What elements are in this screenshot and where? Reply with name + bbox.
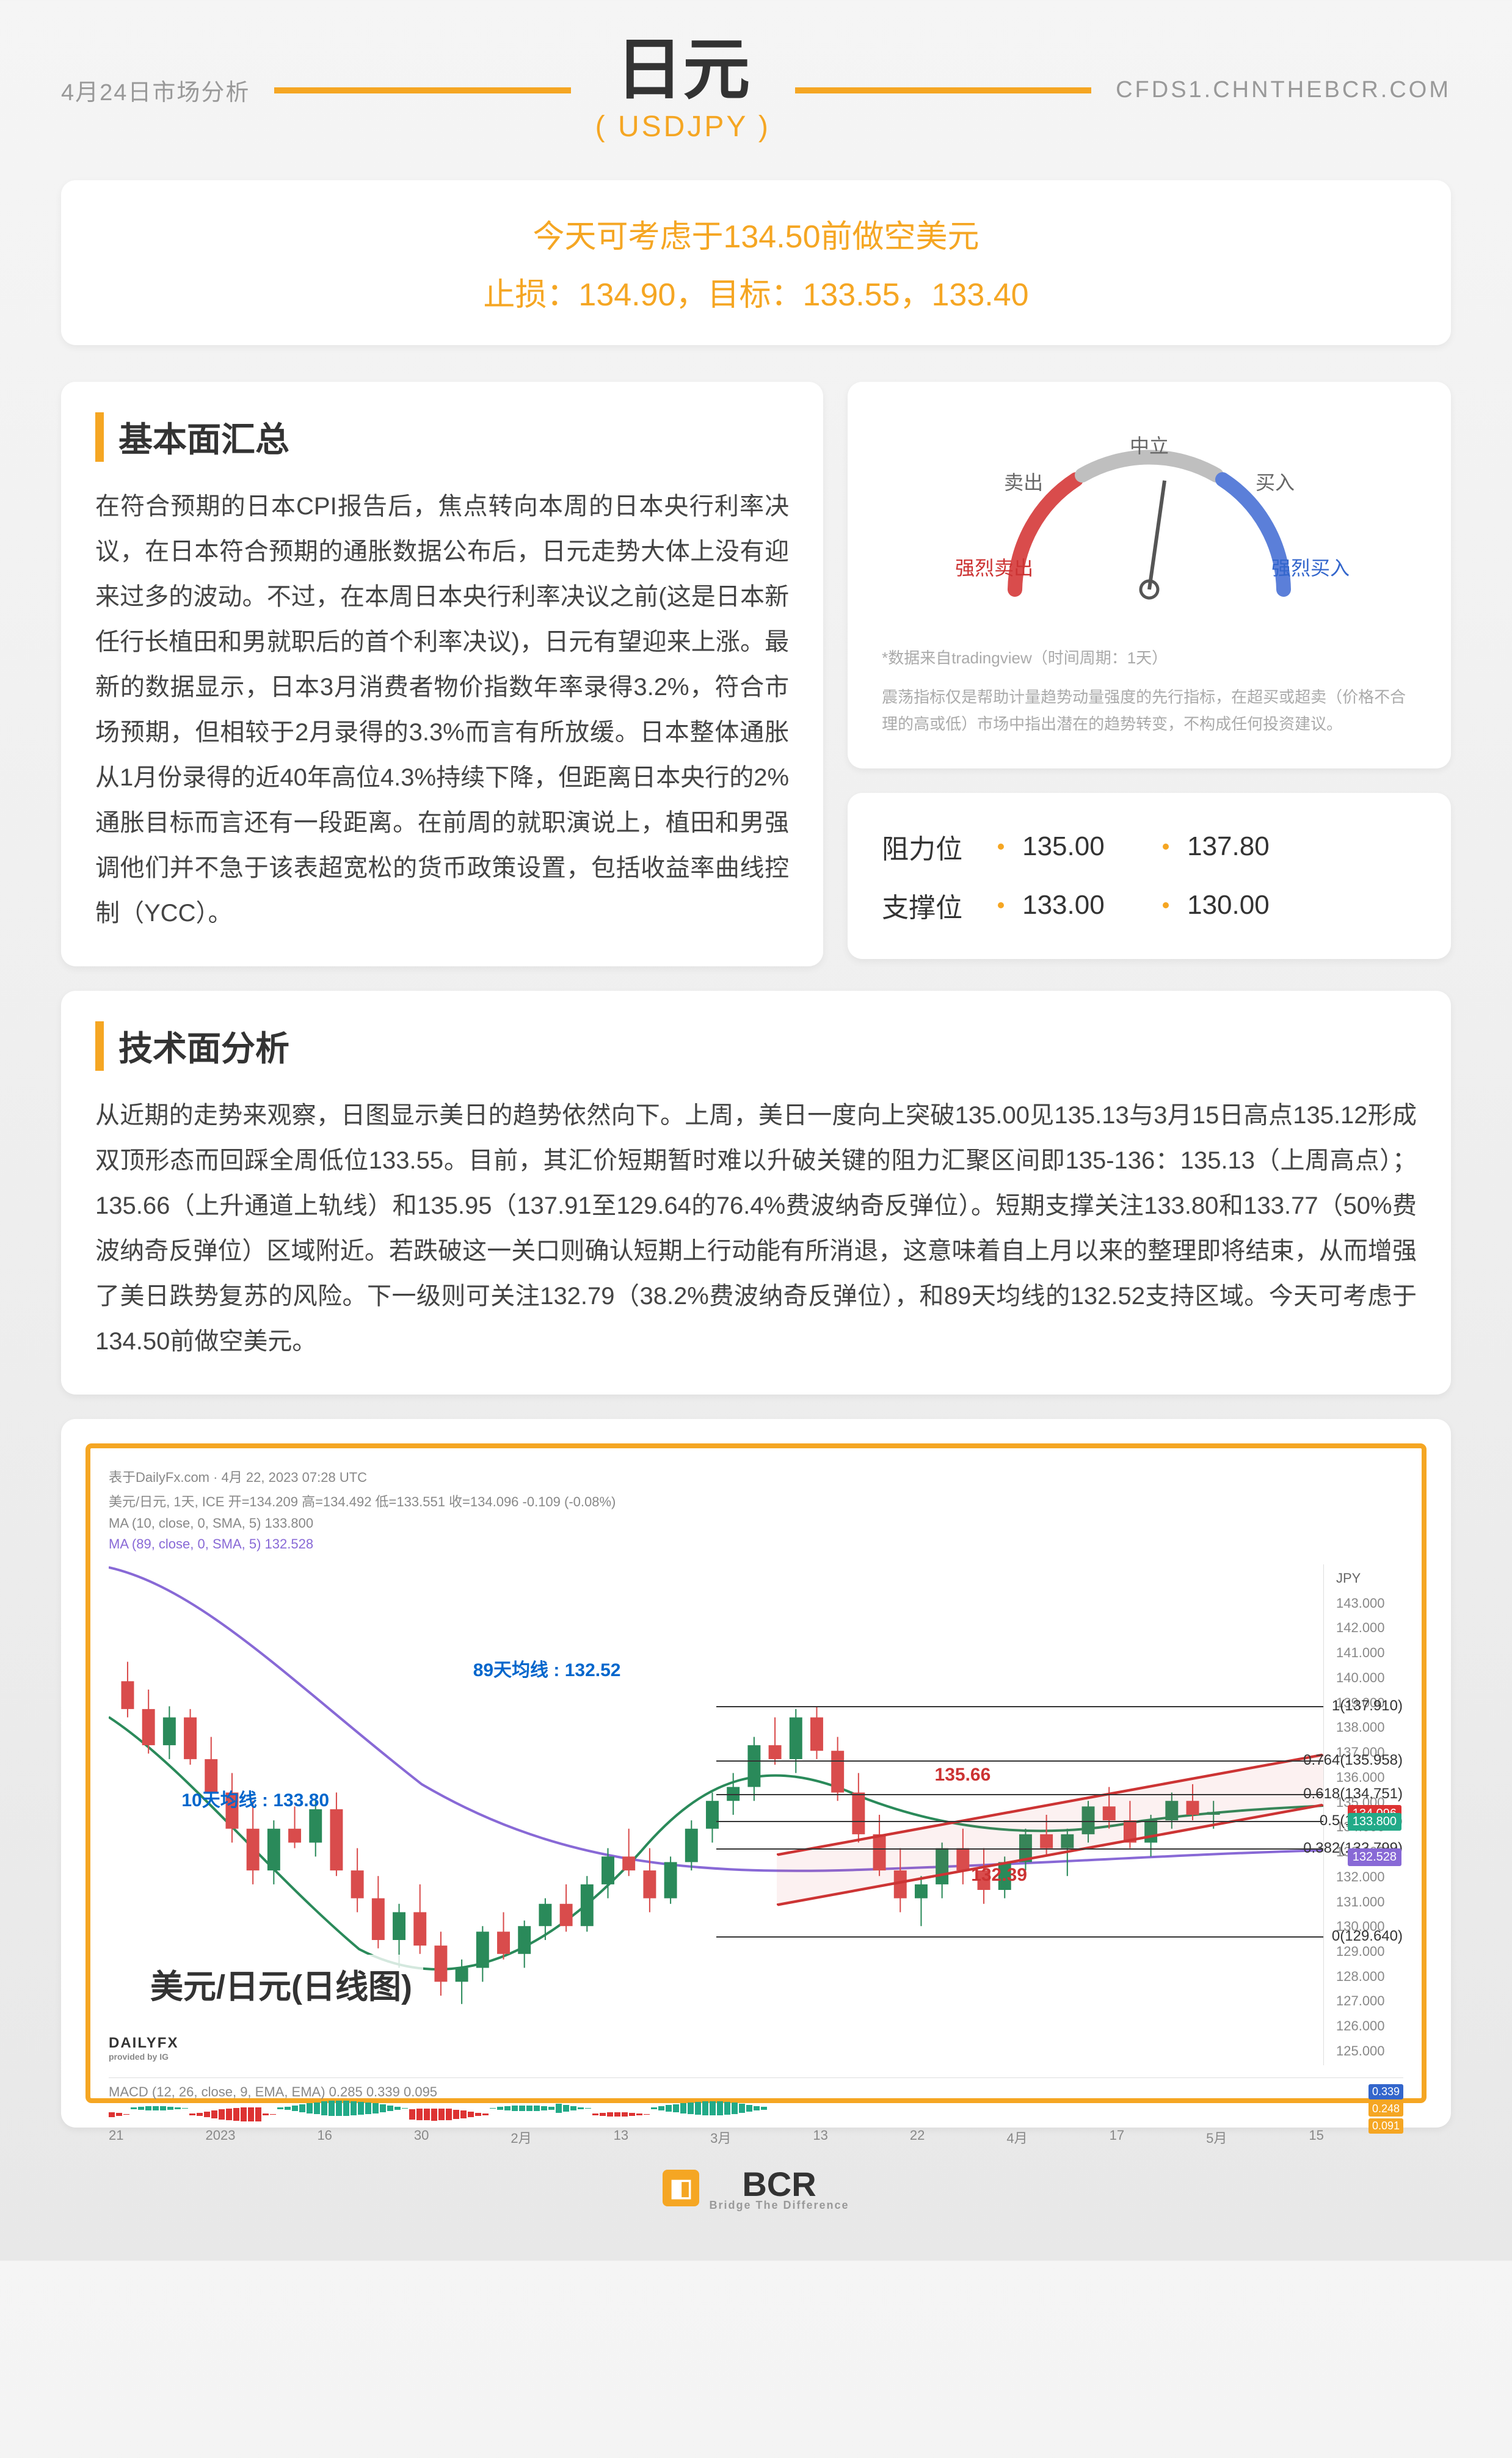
chart-card: 表于DailyFx.com · 4月 22, 2023 07:28 UTC 美元…	[61, 1419, 1451, 2128]
gauge-label-buy: 买入	[1256, 467, 1295, 495]
gauge-disclaimer: 震荡指标仅是帮助计量趋势动量强度的先行指标，在超买或超卖（价格不合理的高或低）市…	[882, 684, 1417, 737]
technical-body: 从近期的走势来观察，日图显示美日的趋势依然向下。上周，美日一度向上突破135.0…	[95, 1093, 1417, 1364]
support-1: 133.00	[1022, 890, 1144, 921]
technical-card: 技术面分析 从近期的走势来观察，日图显示美日的趋势依然向下。上周，美日一度向上突…	[61, 991, 1451, 1395]
support-label: 支撑位	[882, 886, 980, 925]
resistance-label: 阻力位	[882, 827, 980, 866]
bullet-icon	[998, 902, 1004, 908]
support-row: 支撑位 133.00 130.00	[882, 876, 1417, 935]
ann-ma89: 89天均线 : 132.52	[473, 1655, 621, 1682]
gauge-label-strong-sell: 强烈卖出	[955, 553, 1033, 581]
resistance-2: 137.80	[1187, 831, 1309, 862]
sentiment-gauge: 强烈卖出 卖出 中立 买入 强烈买入	[882, 412, 1417, 632]
site-url: CFDS1.CHNTHEBCR.COM	[1116, 77, 1451, 103]
macd-bars	[109, 2096, 1324, 2120]
technical-title: 技术面分析	[95, 1021, 1417, 1071]
sentiment-gauge-card: 强烈卖出 卖出 中立 买入 强烈买入 *数据来自tradingview（时间周期…	[848, 382, 1451, 768]
title-main: 日元	[595, 37, 771, 104]
bullet-icon	[1163, 902, 1169, 908]
gauge-label-neutral: 中立	[1130, 431, 1169, 459]
bullet-icon	[998, 844, 1004, 850]
dailyfx-logo: DAILYFX provided by IG	[109, 2035, 178, 2062]
chart-title-overlay: 美元/日元(日线图)	[139, 1955, 423, 2013]
resistance-row: 阻力位 135.00 137.80	[882, 817, 1417, 876]
gauge-source-note: *数据来自tradingview（时间周期：1天）	[882, 644, 1417, 671]
support-2: 130.00	[1187, 890, 1309, 921]
brand-name: BCR	[709, 2164, 849, 2204]
trade-idea-line1: 今天可考虑于134.50前做空美元	[98, 211, 1414, 257]
analysis-date: 4月24日市场分析	[61, 73, 250, 107]
x-axis: 21202316302月133月13224月175月15	[109, 2120, 1403, 2147]
footer: ◧ BCR Bridge The Difference	[61, 2164, 1451, 2212]
fundamentals-body: 在符合预期的日本CPI报告后，焦点转向本周的日本央行利率决议，在日本符合预期的通…	[95, 484, 789, 936]
resistance-1: 135.00	[1022, 831, 1144, 862]
chart-source: 表于DailyFx.com · 4月 22, 2023 07:28 UTC	[109, 1467, 1403, 1486]
gauge-label-strong-buy: 强烈买入	[1271, 553, 1350, 581]
fundamentals-card: 基本面汇总 在符合预期的日本CPI报告后，焦点转向本周的日本央行利率决议，在日本…	[61, 382, 823, 966]
ann-ma10: 10天均线 : 133.80	[181, 1785, 329, 1812]
macd-panel: MACD (12, 26, close, 9, EMA, EMA) 0.285 …	[109, 2077, 1403, 2120]
chart-ma89-meta: MA (89, close, 0, SMA, 5) 132.528	[109, 1536, 1403, 1552]
levels-card: 阻力位 135.00 137.80 支撑位 133.00 130.00	[848, 793, 1451, 959]
bullet-icon	[1163, 844, 1169, 850]
brand-tagline: Bridge The Difference	[709, 2199, 849, 2212]
trade-idea-box: 今天可考虑于134.50前做空美元 止损：134.90，目标：133.55，13…	[61, 180, 1451, 345]
brand-icon: ◧	[663, 2170, 699, 2206]
header: 4月24日市场分析 日元 ( USDJPY ) CFDS1.CHNTHEBCR.…	[61, 37, 1451, 144]
trade-idea-line2: 止损：134.90，目标：133.55，133.40	[98, 269, 1414, 315]
chart-ohlc: 美元/日元, 1天, ICE 开=134.209 高=134.492 低=133…	[109, 1491, 1403, 1511]
title-pair: ( USDJPY )	[595, 110, 771, 144]
fundamentals-title: 基本面汇总	[95, 412, 789, 462]
divider-left	[274, 87, 570, 93]
gauge-label-sell: 卖出	[1004, 467, 1043, 495]
divider-right	[795, 87, 1091, 93]
chart-ma10-meta: MA (10, close, 0, SMA, 5) 133.800	[109, 1515, 1403, 1531]
title-block: 日元 ( USDJPY )	[595, 37, 771, 144]
chart-frame: 表于DailyFx.com · 4月 22, 2023 07:28 UTC 美元…	[85, 1443, 1427, 2103]
